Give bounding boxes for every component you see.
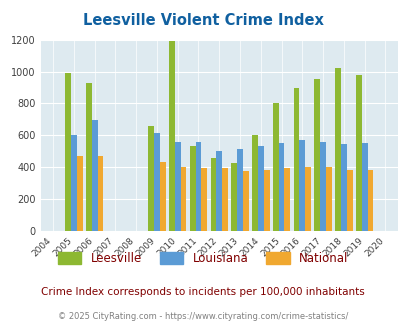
Bar: [189, 147, 195, 231]
Bar: [367, 170, 373, 231]
Text: © 2025 CityRating.com - https://www.cityrating.com/crime-statistics/: © 2025 CityRating.com - https://www.city…: [58, 312, 347, 321]
Bar: [168, 41, 175, 231]
Text: Leesville Violent Crime Index: Leesville Violent Crime Index: [82, 13, 323, 28]
Bar: [175, 143, 180, 231]
Bar: [325, 167, 331, 231]
Bar: [92, 120, 97, 231]
Bar: [71, 135, 77, 231]
Bar: [237, 149, 242, 231]
Bar: [148, 126, 153, 231]
Bar: [293, 88, 298, 231]
Bar: [298, 140, 305, 231]
Bar: [340, 144, 346, 231]
Bar: [201, 168, 207, 231]
Bar: [65, 73, 71, 231]
Bar: [231, 163, 237, 231]
Bar: [305, 167, 310, 231]
Legend: Leesville, Louisiana, National: Leesville, Louisiana, National: [53, 247, 352, 269]
Bar: [180, 167, 186, 231]
Text: Crime Index corresponds to incidents per 100,000 inhabitants: Crime Index corresponds to incidents per…: [41, 287, 364, 297]
Bar: [77, 156, 82, 231]
Bar: [278, 143, 284, 231]
Bar: [361, 143, 367, 231]
Bar: [263, 170, 269, 231]
Bar: [216, 151, 222, 231]
Bar: [313, 80, 320, 231]
Bar: [153, 133, 160, 231]
Bar: [97, 156, 103, 231]
Bar: [86, 82, 92, 231]
Bar: [242, 171, 248, 231]
Bar: [222, 168, 227, 231]
Bar: [284, 168, 290, 231]
Bar: [346, 170, 352, 231]
Bar: [210, 158, 216, 231]
Bar: [257, 147, 263, 231]
Bar: [355, 75, 361, 231]
Bar: [195, 142, 201, 231]
Bar: [272, 103, 278, 231]
Bar: [334, 68, 340, 231]
Bar: [160, 162, 165, 231]
Bar: [320, 143, 325, 231]
Bar: [252, 135, 257, 231]
